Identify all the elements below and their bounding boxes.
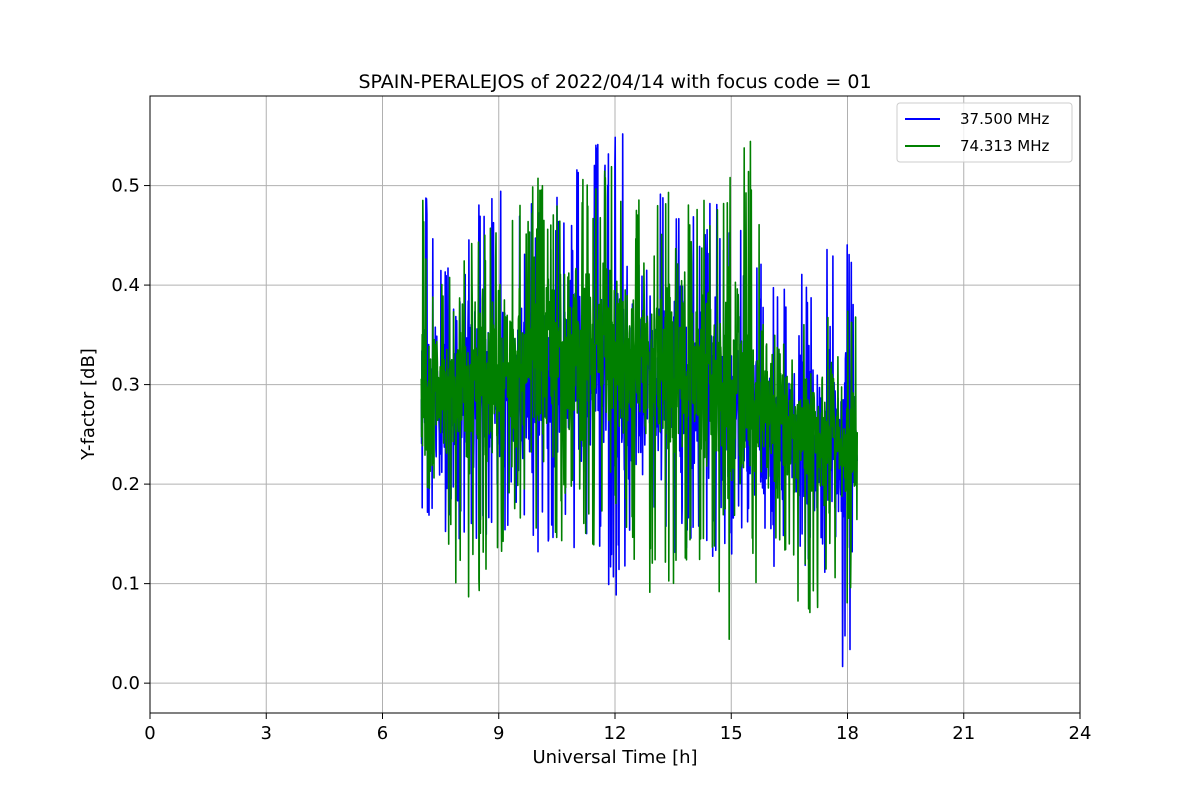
y-tick-label: 0.4 (111, 275, 140, 296)
x-tick-label: 0 (144, 723, 155, 744)
axis-ticks: 0 3 6 9 12 15 18 21 24 0.0 0.1 0.2 0.3 0.4 0.5 (111, 176, 1091, 744)
x-axis-label: Universal Time [h] (532, 747, 697, 768)
x-tick-label: 21 (952, 723, 975, 744)
x-tick-label: 3 (261, 723, 272, 744)
x-tick-label: 15 (720, 723, 743, 744)
x-tick-label: 12 (604, 723, 627, 744)
x-tick-label: 24 (1069, 723, 1092, 744)
y-tick-label: 0.2 (111, 474, 140, 495)
y-tick-label: 0.1 (111, 574, 140, 595)
legend: 37.500 MHz 74.313 MHz (896, 102, 1073, 163)
x-tick-label: 9 (493, 723, 504, 744)
legend-box (896, 102, 1073, 163)
x-tick-label: 18 (836, 723, 859, 744)
y-tick-label: 0.3 (111, 375, 140, 396)
series-layer (420, 133, 859, 668)
legend-label-74313-mhz: 74.313 MHz (960, 137, 1049, 155)
x-tick-label: 6 (377, 723, 388, 744)
y-tick-label: 0.5 (111, 176, 140, 197)
legend-label-37500-mhz: 37.500 MHz (960, 110, 1049, 128)
chart-title: SPAIN-PERALEJOS of 2022/04/14 with focus… (358, 71, 871, 93)
y-axis-label: Y-factor [dB] (78, 348, 99, 461)
y-tick-label: 0.0 (111, 673, 140, 694)
series-line-74-313-mhz (420, 140, 859, 641)
